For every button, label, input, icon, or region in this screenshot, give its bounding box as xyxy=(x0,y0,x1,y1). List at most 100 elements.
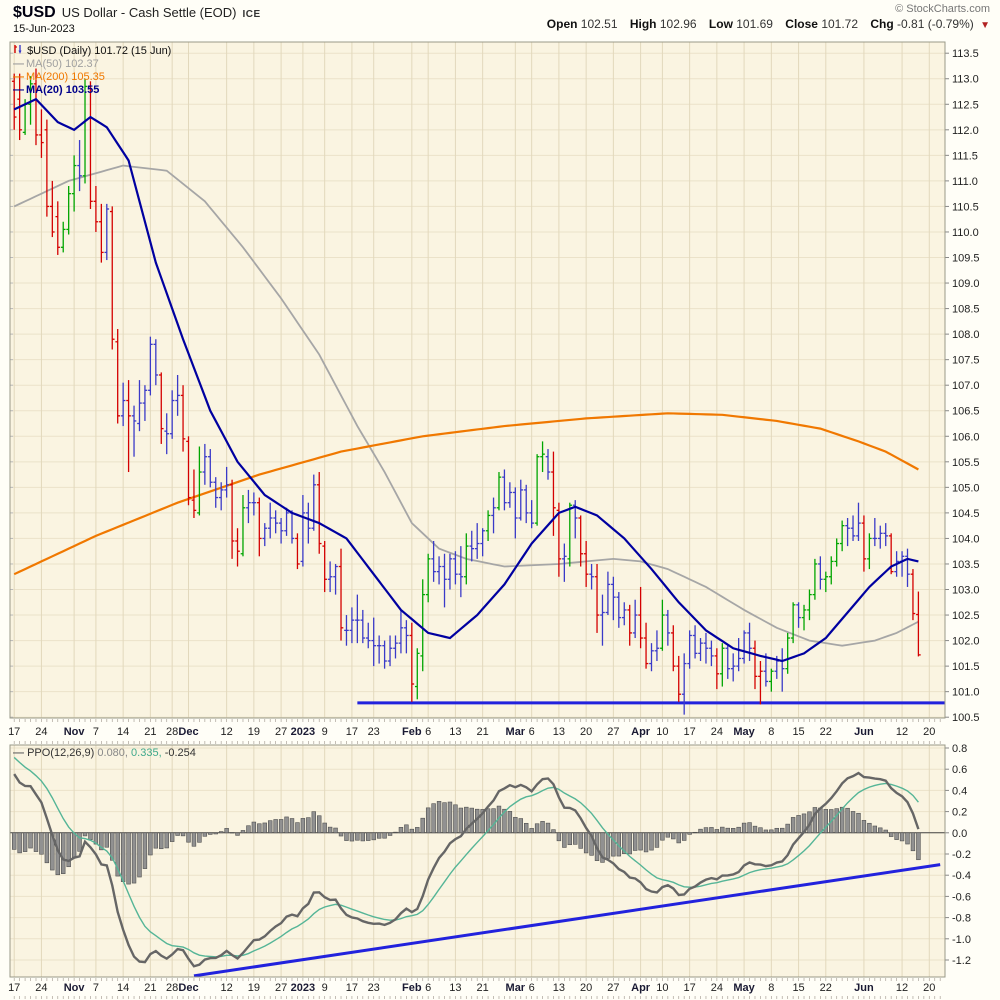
ohlc-bar xyxy=(344,615,349,646)
ohlc-bar xyxy=(627,604,633,646)
ohlc-bar xyxy=(88,81,93,209)
ppo-trendline xyxy=(193,863,941,977)
svg-text:103.5: 103.5 xyxy=(952,559,980,571)
low-label: Low xyxy=(708,17,733,31)
ohlc-bar xyxy=(867,533,872,570)
stockcharts-watermark: © StockCharts.com xyxy=(895,3,990,15)
svg-text:107.5: 107.5 xyxy=(952,355,980,367)
ohlc-bar xyxy=(551,451,556,536)
ohlc-bar xyxy=(175,374,180,416)
ohlc-quote-line: Open 102.51 High 102.96 Low 101.69 Close… xyxy=(538,17,990,31)
ohlc-bar xyxy=(77,140,82,192)
svg-text:Nov: Nov xyxy=(64,726,86,738)
ohlc-bar xyxy=(186,436,191,506)
svg-text:Feb: Feb xyxy=(402,726,422,738)
price-pane xyxy=(10,42,945,718)
chart-date: 15-Jun-2023 xyxy=(13,23,75,35)
ppo-pane-frame xyxy=(9,744,946,978)
ohlc-bar xyxy=(638,586,643,649)
svg-text:24: 24 xyxy=(711,982,723,994)
svg-text:17: 17 xyxy=(8,726,20,738)
ohlc-bar xyxy=(393,635,398,659)
svg-text:20: 20 xyxy=(580,982,592,994)
ohlc-bar xyxy=(736,638,741,672)
ohlc-bar xyxy=(845,518,850,547)
ohlc-bar xyxy=(534,454,540,526)
ohlc-bar xyxy=(158,372,164,444)
svg-text:14: 14 xyxy=(117,982,129,994)
svg-text:2023: 2023 xyxy=(291,726,315,738)
ohlc-bar xyxy=(109,206,115,350)
svg-text:111.0: 111.0 xyxy=(952,176,978,188)
ohlc-bar xyxy=(71,155,77,212)
svg-text:109.0: 109.0 xyxy=(952,278,980,290)
ohlc-bar xyxy=(28,76,33,125)
ohlc-bar xyxy=(785,632,790,674)
svg-text:17: 17 xyxy=(8,982,20,994)
svg-text:12: 12 xyxy=(896,726,908,738)
ohlc-bar xyxy=(295,533,300,570)
chg-value: -0.81 (-0.79%) xyxy=(897,17,974,31)
svg-text:6: 6 xyxy=(529,726,535,738)
price-style-icon xyxy=(14,45,22,54)
ohlc-bar xyxy=(420,579,426,672)
ohlc-bar xyxy=(611,576,616,621)
svg-text:9: 9 xyxy=(322,982,328,994)
series-legend-label: $USD (Daily) 101.72 (15 Jun) xyxy=(27,45,172,57)
open-label: Open xyxy=(546,17,578,31)
ohlc-bar xyxy=(714,648,720,690)
svg-text:103.0: 103.0 xyxy=(952,585,980,597)
ohlc-bar xyxy=(104,203,110,261)
ohlc-bar xyxy=(703,632,709,664)
svg-text:7: 7 xyxy=(93,726,99,738)
svg-text:0.0: 0.0 xyxy=(952,828,967,840)
svg-text:24: 24 xyxy=(35,982,47,994)
ma20-swatch: — xyxy=(13,84,24,96)
ma20-line xyxy=(13,97,919,663)
open-value: 102.51 xyxy=(580,17,618,31)
ohlc-bar xyxy=(801,604,807,631)
svg-text:23: 23 xyxy=(368,726,380,738)
ppo-value: 0.080, xyxy=(97,747,128,759)
svg-text:15: 15 xyxy=(792,726,804,738)
ma50-legend-row: — MA(50) 102.37 xyxy=(13,58,171,71)
svg-text:27: 27 xyxy=(607,982,619,994)
svg-text:112.5: 112.5 xyxy=(952,99,979,111)
svg-text:15: 15 xyxy=(792,982,804,994)
ohlc-bar xyxy=(436,556,442,585)
ohlc-bar xyxy=(649,643,654,672)
ma200-line xyxy=(13,412,919,576)
svg-text:-0.6: -0.6 xyxy=(952,891,971,903)
ohlc-bar xyxy=(431,540,436,582)
svg-text:13: 13 xyxy=(449,726,461,738)
daily-tick-marks xyxy=(13,719,941,999)
ohlc-bar xyxy=(725,645,731,679)
svg-text:8: 8 xyxy=(768,982,774,994)
ohlc-bar xyxy=(818,556,823,590)
ohlc-bar xyxy=(709,640,714,667)
ohlc-bar xyxy=(877,525,883,549)
ohlc-bar xyxy=(681,653,687,715)
ohlc-bar xyxy=(839,520,845,552)
ohlc-bar xyxy=(33,68,39,146)
svg-text:104.0: 104.0 xyxy=(952,533,980,545)
ohlc-bar xyxy=(191,469,197,519)
ohlc-bar xyxy=(99,203,104,263)
ohlc-bar xyxy=(556,502,562,577)
svg-text:12: 12 xyxy=(896,982,908,994)
svg-text:Feb: Feb xyxy=(402,982,422,994)
ohlc-bar xyxy=(665,609,671,646)
ohlc-bar xyxy=(910,569,916,621)
close-label: Close xyxy=(785,17,818,31)
ohlc-bar xyxy=(474,523,480,559)
ohlc-bar xyxy=(398,609,404,654)
svg-text:101.5: 101.5 xyxy=(952,661,980,673)
ohlc-bar xyxy=(491,497,496,534)
ohlc-bar xyxy=(523,484,529,524)
x-axis-bottom: 17 24 Nov 7 14 21 28 Dec 12 19 27 2023 9 17 23 Feb 6 13 21… xyxy=(8,982,935,994)
svg-text:10: 10 xyxy=(656,726,668,738)
svg-text:7: 7 xyxy=(93,982,99,994)
svg-text:Apr: Apr xyxy=(631,982,651,994)
ohlc-bar xyxy=(812,558,818,600)
